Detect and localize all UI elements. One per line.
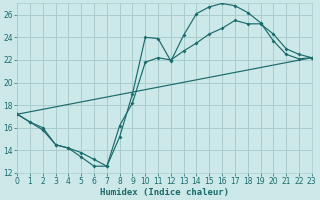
- X-axis label: Humidex (Indice chaleur): Humidex (Indice chaleur): [100, 188, 229, 197]
